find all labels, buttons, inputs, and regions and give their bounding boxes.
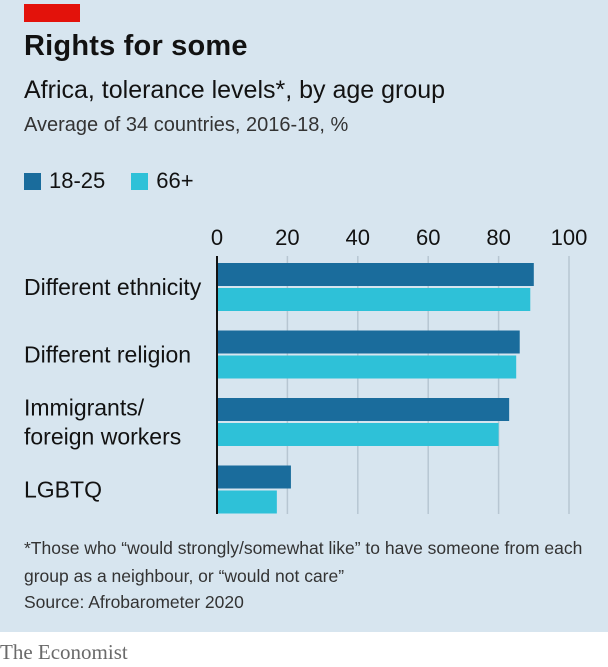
- bar-1-18-25: [217, 330, 520, 354]
- x-tick-label-80: 80: [486, 225, 510, 250]
- bar-2-66plus: [217, 423, 499, 446]
- legend-item-18-25: 18-25: [24, 168, 105, 194]
- x-tick-label-20: 20: [275, 225, 299, 250]
- category-label-1: Different religion: [24, 342, 191, 368]
- x-tick-label-40: 40: [346, 225, 370, 250]
- footnote: *Those who “would strongly/somewhat like…: [24, 538, 583, 586]
- legend: 18-25 66+: [24, 168, 220, 194]
- chart-subtitle: Africa, tolerance levels*, by age group: [24, 76, 446, 104]
- legend-swatch-18-25: [24, 172, 41, 190]
- legend-item-66-plus: 66+: [131, 168, 194, 194]
- bar-0-66plus: [217, 288, 531, 311]
- x-tick-label-0: 0: [211, 225, 223, 250]
- legend-swatch-66-plus: [131, 172, 149, 190]
- category-label-2: Immigrants/foreign workers: [24, 395, 181, 450]
- legend-label-18-25: 18-25: [49, 168, 106, 193]
- bar-1-66plus: [217, 355, 517, 379]
- category-label-0: Different ethnicity: [24, 274, 202, 300]
- bar-3-66plus: [217, 490, 277, 514]
- brand-red-tag: [24, 4, 80, 22]
- x-tick-label-100: 100: [551, 225, 588, 250]
- chart-panel: [0, 0, 608, 632]
- chart-title: Rights for some: [24, 30, 248, 62]
- legend-label-66-plus: 66+: [156, 168, 194, 193]
- bar-2-18-25: [217, 398, 510, 421]
- bar-0-18-25: [217, 263, 534, 286]
- brand-logo-text: The Economist: [0, 640, 128, 664]
- x-tick-label-60: 60: [416, 225, 440, 250]
- bar-3-18-25: [217, 465, 291, 489]
- bar-chart: 0 20 40 60 80 100 Different ethnicity Different…: [24, 225, 588, 514]
- source-note: Source: Afrobarometer 2020: [24, 592, 244, 612]
- category-label-3: LGBTQ: [24, 477, 102, 503]
- chart-subsubtitle: Average of 34 countries, 2016-18, %: [24, 114, 349, 136]
